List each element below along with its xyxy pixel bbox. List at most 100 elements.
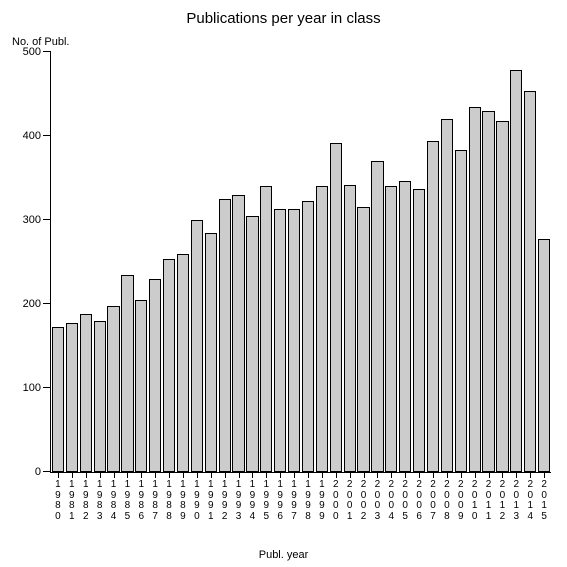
x-tick (391, 472, 392, 478)
x-tick-label: 2 0 0 9 (456, 480, 466, 522)
x-tick-label: 1 9 8 1 (67, 480, 77, 522)
bar (371, 161, 383, 472)
bar-slot: 1 9 9 3 (232, 52, 246, 472)
x-tick (502, 472, 503, 478)
x-tick (475, 472, 476, 478)
x-tick-label: 1 9 8 7 (150, 480, 160, 522)
bar (496, 121, 508, 472)
bar-slot: 2 0 0 0 (329, 52, 343, 472)
bar-slot: 2 0 0 2 (357, 52, 371, 472)
bar-slot: 2 0 1 2 (496, 52, 510, 472)
bar (510, 70, 522, 472)
bar (344, 185, 356, 472)
bar-slot: 2 0 0 1 (343, 52, 357, 472)
x-tick (211, 472, 212, 478)
chart-title: Publications per year in class (0, 10, 567, 27)
bar-slot: 1 9 8 1 (65, 52, 79, 472)
x-tick (364, 472, 365, 478)
bar (135, 300, 147, 472)
x-tick (72, 472, 73, 478)
x-tick-label: 2 0 0 2 (359, 480, 369, 522)
x-tick-label: 2 0 0 0 (331, 480, 341, 522)
x-tick-label: 1 9 8 0 (53, 480, 63, 522)
bar (274, 209, 286, 472)
bar (413, 189, 425, 472)
x-tick-label: 2 0 1 1 (484, 480, 494, 522)
x-tick-label: 1 9 8 4 (109, 480, 119, 522)
bar-slot: 2 0 0 6 (412, 52, 426, 472)
x-tick-label: 1 9 9 1 (206, 480, 216, 522)
x-tick (197, 472, 198, 478)
bar-slot: 2 0 0 7 (426, 52, 440, 472)
x-tick (252, 472, 253, 478)
bar (482, 111, 494, 472)
x-tick-label: 1 9 8 2 (81, 480, 91, 522)
x-tick (225, 472, 226, 478)
publications-bar-chart: Publications per year in class No. of Pu… (0, 0, 567, 567)
bar (107, 306, 119, 472)
bar-slot: 1 9 8 6 (134, 52, 148, 472)
y-tick-label: 100 (23, 382, 41, 394)
bar (330, 143, 342, 472)
bar (94, 321, 106, 472)
x-tick (280, 472, 281, 478)
bar-slot: 1 9 9 0 (190, 52, 204, 472)
bar (455, 150, 467, 472)
bar-slot: 1 9 9 6 (273, 52, 287, 472)
bar (302, 201, 314, 472)
x-tick (169, 472, 170, 478)
x-tick-label: 1 9 8 6 (136, 480, 146, 522)
bar-slot: 1 9 8 0 (51, 52, 65, 472)
bar (80, 314, 92, 472)
bar (52, 327, 64, 472)
y-tick-label: 400 (23, 130, 41, 142)
y-tick-label: 200 (23, 298, 41, 310)
bar (524, 91, 536, 472)
x-tick (544, 472, 545, 478)
x-tick (405, 472, 406, 478)
bar-slot: 2 0 0 5 (398, 52, 412, 472)
x-tick-label: 2 0 1 3 (511, 480, 521, 522)
bar-slot: 1 9 8 2 (79, 52, 93, 472)
x-tick-label: 1 9 8 8 (164, 480, 174, 522)
y-tick-label: 0 (35, 466, 41, 478)
bar (357, 207, 369, 472)
x-tick (239, 472, 240, 478)
bar (219, 199, 231, 472)
y-tick (43, 51, 51, 52)
bar-slot: 1 9 8 7 (148, 52, 162, 472)
x-tick (433, 472, 434, 478)
x-tick (461, 472, 462, 478)
x-tick (114, 472, 115, 478)
x-tick-label: 1 9 8 5 (122, 480, 132, 522)
x-tick-label: 1 9 8 9 (178, 480, 188, 522)
x-tick (419, 472, 420, 478)
y-tick (43, 471, 51, 472)
x-tick-label: 2 0 0 3 (372, 480, 382, 522)
bar (427, 141, 439, 472)
x-tick-label: 2 0 1 4 (525, 480, 535, 522)
bar-slot: 2 0 0 3 (370, 52, 384, 472)
y-tick (43, 303, 51, 304)
x-tick-label: 2 0 0 4 (386, 480, 396, 522)
bar (441, 119, 453, 472)
bar-slot: 1 9 9 7 (287, 52, 301, 472)
bar (288, 209, 300, 472)
x-tick-label: 1 9 9 3 (234, 480, 244, 522)
x-tick-label: 1 9 9 2 (220, 480, 230, 522)
x-tick (58, 472, 59, 478)
bar-slot: 2 0 0 4 (384, 52, 398, 472)
x-tick-label: 2 0 1 5 (539, 480, 549, 522)
bar-slot: 2 0 1 4 (523, 52, 537, 472)
x-tick (322, 472, 323, 478)
x-tick (294, 472, 295, 478)
x-tick-label: 1 9 9 5 (261, 480, 271, 522)
bar-slot: 2 0 1 3 (509, 52, 523, 472)
x-tick (86, 472, 87, 478)
x-tick-label: 2 0 0 5 (400, 480, 410, 522)
bar (316, 186, 328, 472)
bar-slot: 1 9 8 4 (107, 52, 121, 472)
bar (385, 186, 397, 472)
x-axis-title: Publ. year (0, 549, 567, 561)
bar-slot: 2 0 1 0 (468, 52, 482, 472)
